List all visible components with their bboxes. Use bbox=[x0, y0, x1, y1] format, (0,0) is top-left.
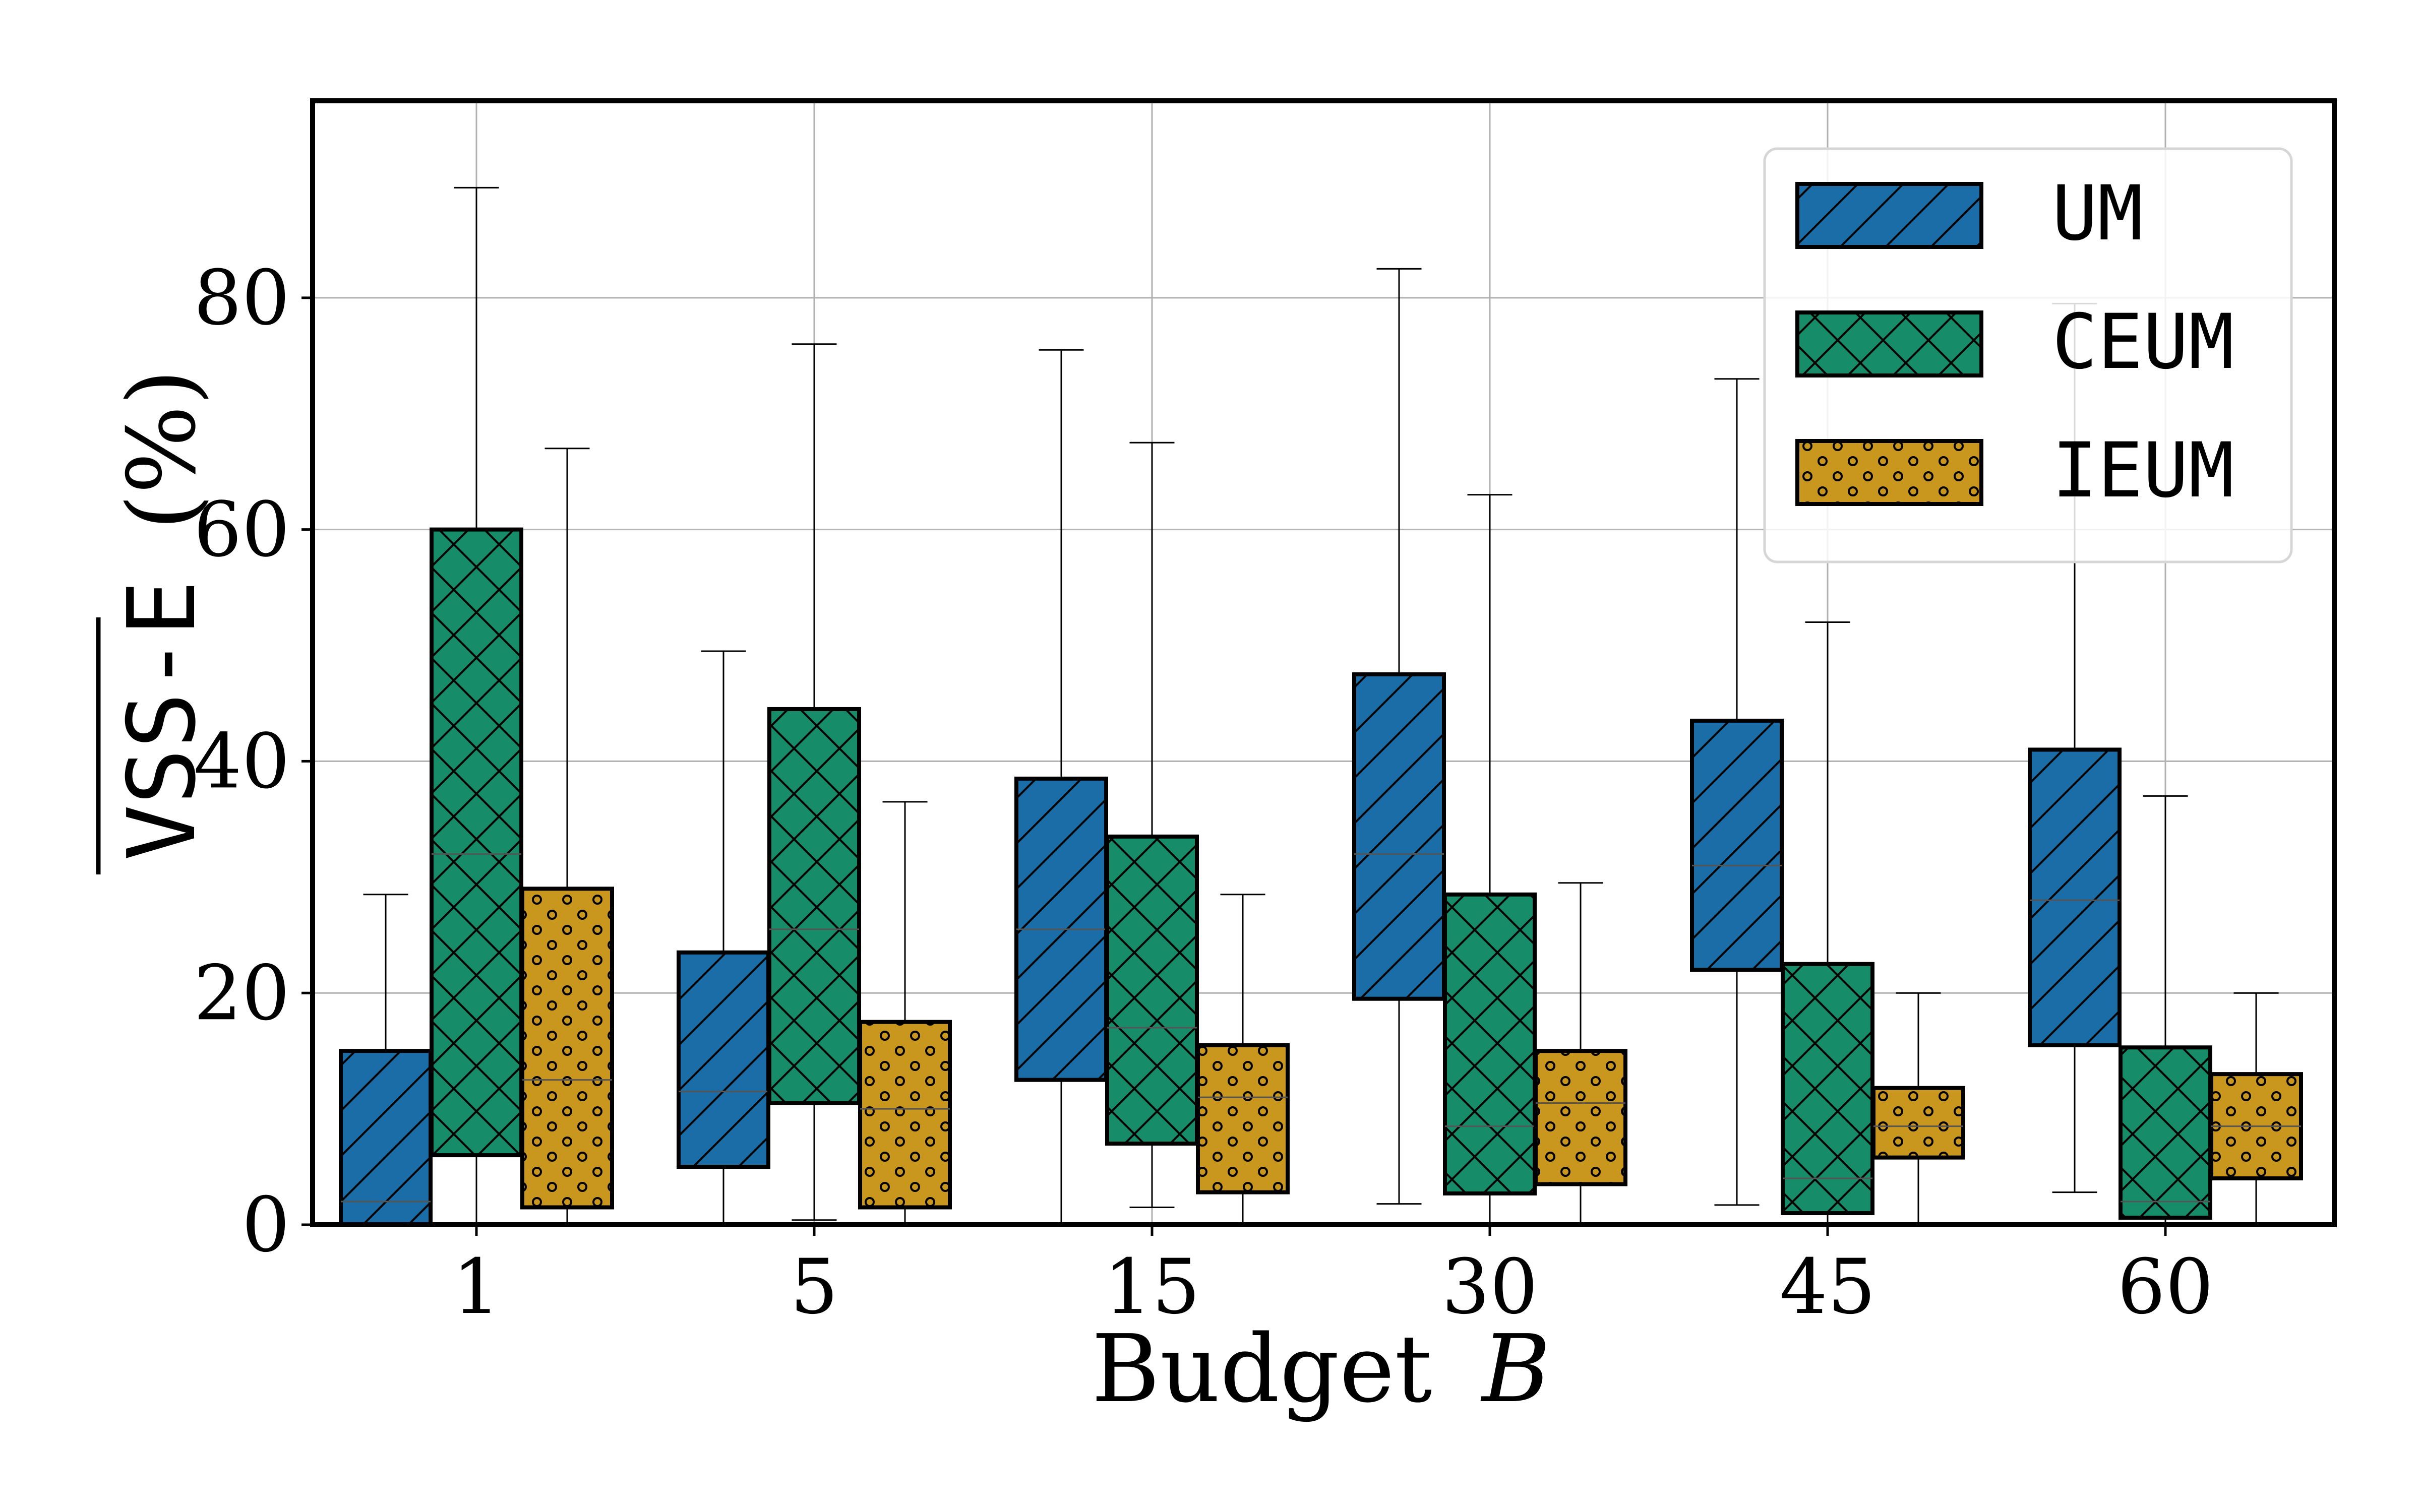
y-axis-title-main: VSS-E bbox=[107, 580, 216, 861]
box-ceum-45 bbox=[1781, 621, 1874, 1226]
x-tick-label: 60 bbox=[2118, 1243, 2214, 1331]
box-iqr bbox=[1352, 672, 1446, 1001]
legend: UM CEUM IEUM bbox=[1763, 147, 2293, 563]
legend-swatch bbox=[1795, 439, 1983, 506]
box-series bbox=[339, 186, 2303, 1227]
box-iqr bbox=[767, 707, 861, 1105]
box-um-1 bbox=[339, 894, 433, 1227]
box-ceum-5 bbox=[767, 343, 861, 1221]
y-tick-label: 40 bbox=[194, 718, 290, 805]
svg-text:VSS-E (%): VSS-E (%) bbox=[107, 369, 216, 861]
box-ceum-60 bbox=[2119, 795, 2212, 1226]
x-tick-label: 30 bbox=[1442, 1243, 1538, 1331]
box-ieum-5 bbox=[858, 801, 952, 1226]
box-ceum-30 bbox=[1443, 494, 1537, 1226]
x-tick-label: 15 bbox=[1104, 1243, 1200, 1331]
x-tick-labels: 1 5 15 30 45 60 bbox=[452, 1225, 2213, 1331]
legend-label: IEUM bbox=[2052, 427, 2234, 515]
box-iqr bbox=[1196, 1043, 1290, 1194]
legend-swatch bbox=[1795, 310, 1983, 377]
legend-swatch bbox=[1795, 182, 1983, 249]
box-um-45 bbox=[1690, 378, 1784, 1206]
y-axis-title-unit: (%) bbox=[107, 369, 216, 530]
box-ieum-60 bbox=[2209, 992, 2303, 1226]
x-axis-title-prefix: Budget bbox=[1092, 1314, 1432, 1423]
box-iqr bbox=[1690, 718, 1784, 972]
y-tick-label: 80 bbox=[194, 255, 290, 342]
box-iqr bbox=[2119, 1045, 2212, 1220]
box-iqr bbox=[1534, 1049, 1627, 1186]
box-iqr bbox=[677, 950, 770, 1169]
y-tick-labels: 0 20 40 60 80 bbox=[194, 255, 313, 1269]
box-iqr bbox=[2028, 747, 2122, 1047]
legend-item-ieum: IEUM bbox=[1795, 427, 2234, 515]
legend-label: UM bbox=[2052, 170, 2143, 258]
box-um-5 bbox=[677, 650, 770, 1226]
box-um-15 bbox=[1014, 349, 1108, 1226]
y-axis-title: VSS-E (%) bbox=[96, 369, 216, 874]
box-um-60 bbox=[2028, 302, 2122, 1193]
box-iqr bbox=[430, 527, 523, 1158]
x-tick-label: 45 bbox=[1780, 1243, 1876, 1331]
y-tick-label: 60 bbox=[194, 486, 290, 574]
x-tick-label: 5 bbox=[790, 1243, 838, 1331]
box-iqr bbox=[339, 1049, 433, 1227]
box-iqr bbox=[520, 887, 614, 1210]
x-tick-label: 1 bbox=[452, 1243, 500, 1331]
box-iqr bbox=[1105, 834, 1199, 1146]
box-iqr bbox=[1871, 1086, 1965, 1160]
legend-item-ceum: CEUM bbox=[1795, 298, 2234, 386]
legend-item-um: UM bbox=[1795, 170, 2143, 258]
box-iqr bbox=[1781, 962, 1874, 1216]
box-iqr bbox=[1443, 892, 1537, 1195]
box-iqr bbox=[858, 1020, 952, 1210]
x-axis-title: Budget B bbox=[1092, 1314, 1551, 1423]
box-um-30 bbox=[1352, 268, 1446, 1205]
box-ieum-45 bbox=[1871, 992, 1965, 1226]
plot-frame bbox=[310, 98, 2337, 1227]
x-axis-title-variable: B bbox=[1480, 1314, 1550, 1423]
y-tick-label: 20 bbox=[194, 950, 290, 1037]
box-ieum-1 bbox=[520, 448, 614, 1226]
box-ceum-15 bbox=[1105, 442, 1199, 1209]
y-tick-label: 0 bbox=[242, 1181, 290, 1269]
box-ieum-30 bbox=[1534, 882, 1627, 1226]
legend-label: CEUM bbox=[2052, 298, 2234, 386]
box-ceum-1 bbox=[430, 186, 523, 1226]
box-ieum-15 bbox=[1196, 894, 1290, 1226]
